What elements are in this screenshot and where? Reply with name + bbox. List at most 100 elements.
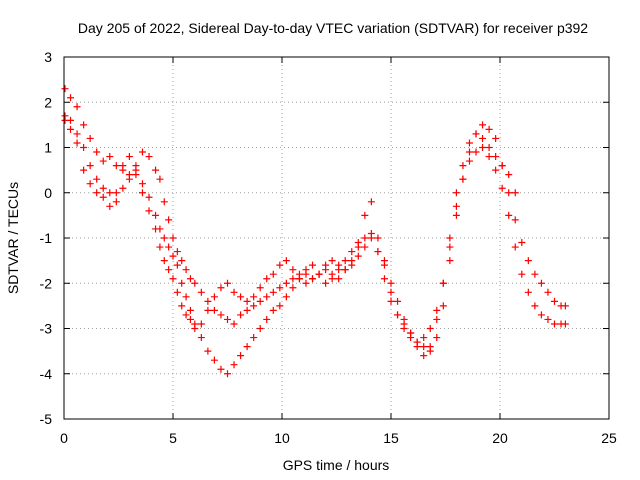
data-point [152,211,160,219]
data-point [524,257,532,265]
data-point [315,270,323,278]
x-tick-label: 25 [601,430,617,446]
data-point [282,293,290,301]
data-point [99,157,107,165]
data-point [485,144,493,151]
grid [64,57,609,419]
data-point [531,270,539,278]
data-point [173,288,181,296]
data-point [173,248,181,256]
data-point [80,166,88,174]
data-point [191,279,199,287]
data-point [374,234,382,242]
data-point [230,361,238,369]
data-point [61,116,69,124]
data-series [61,85,569,378]
data-point [322,261,330,269]
data-point [256,297,264,305]
data-point [204,306,212,314]
data-point [420,334,428,342]
data-point [348,248,356,256]
data-point [492,134,500,142]
data-point [204,347,212,355]
data-point [217,284,225,292]
data-point [112,198,120,206]
data-point [341,266,349,274]
data-point [485,153,493,161]
data-point [439,279,447,287]
data-point [544,288,552,296]
data-point [61,85,69,93]
data-point [182,311,190,319]
data-point [328,257,336,265]
data-point [263,315,271,323]
data-point [186,315,194,323]
data-point [210,356,218,364]
data-point [112,189,120,197]
y-tick-label: -5 [40,411,53,427]
data-point [505,171,513,179]
data-point [341,257,349,265]
data-point [518,270,526,278]
data-point [361,234,369,242]
data-point [485,125,493,133]
data-point [106,202,114,210]
data-point [243,306,251,314]
y-tick-label: 0 [44,185,52,201]
data-point [178,279,186,287]
data-point [380,275,388,283]
data-point [243,297,251,305]
x-tick-label: 10 [274,430,290,446]
data-point [407,329,415,337]
data-point [73,130,81,138]
data-point [169,275,177,283]
data-point [498,184,506,192]
data-point [276,284,284,292]
data-point [289,266,297,274]
data-point [282,279,290,287]
data-point [452,189,460,197]
y-tick-label: 2 [44,94,52,110]
data-point [446,234,454,242]
data-point [433,334,441,342]
data-point [551,297,558,305]
data-point [505,211,513,219]
data-point [263,275,271,283]
data-point [99,193,107,201]
data-point [361,243,369,251]
data-point [348,257,356,265]
data-point [354,243,362,251]
data-point [446,257,454,265]
data-point [119,162,127,170]
data-point [505,189,513,197]
data-point [250,293,258,301]
data-point [138,148,146,156]
data-point [361,211,369,219]
data-point [420,352,428,360]
data-point [165,216,173,224]
data-point [138,180,146,188]
data-point [160,234,168,242]
data-point [302,266,310,274]
data-point [479,121,487,129]
data-point [452,211,460,219]
y-tick-label: 1 [44,140,52,156]
data-point [230,320,238,328]
series-track-b [61,112,569,378]
x-tick-label: 5 [169,430,177,446]
data-point [544,315,552,323]
data-point [420,343,428,351]
data-point [459,162,467,170]
data-point [156,175,164,183]
data-point [67,94,75,102]
data-point [367,229,375,237]
data-point [217,365,225,373]
data-point [210,306,218,314]
data-point [335,275,343,283]
data-point [145,193,153,201]
data-point [178,257,186,265]
y-tick-label: -1 [40,230,53,246]
data-point [387,297,395,305]
data-point [186,306,194,314]
